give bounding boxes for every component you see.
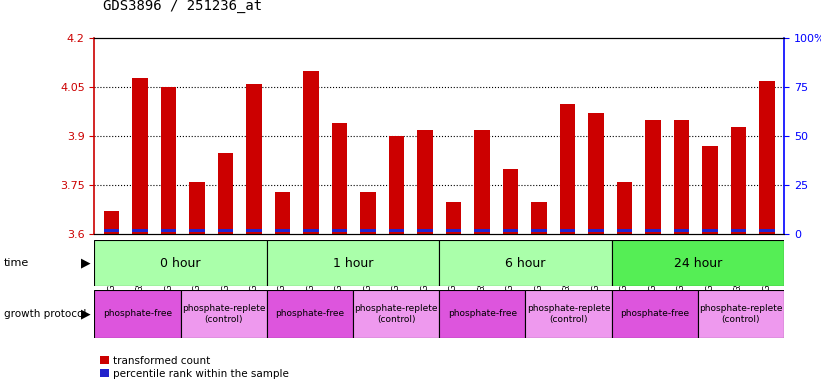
Bar (531, 229, 547, 232)
Text: growth protocol: growth protocol (4, 309, 86, 319)
Bar (132, 229, 148, 232)
Bar (475, 229, 490, 232)
Bar (560, 104, 576, 234)
Bar (181, 290, 267, 338)
Bar (103, 229, 119, 232)
Legend: transformed count, percentile rank within the sample: transformed count, percentile rank withi… (99, 356, 289, 379)
Bar (446, 229, 461, 232)
Text: GDS3896 / 251236_at: GDS3896 / 251236_at (103, 0, 262, 13)
Bar (388, 229, 404, 232)
Bar (360, 192, 376, 234)
Bar (332, 229, 347, 232)
Bar (303, 71, 319, 234)
Bar (439, 240, 612, 286)
Text: ▶: ▶ (80, 308, 90, 320)
Text: 0 hour: 0 hour (160, 257, 201, 270)
Text: phosphate-replete
(control): phosphate-replete (control) (527, 304, 610, 324)
Bar (617, 229, 632, 232)
Bar (439, 290, 525, 338)
Bar (560, 229, 576, 232)
Bar (94, 290, 181, 338)
Bar (132, 78, 148, 234)
Bar (588, 229, 603, 232)
Bar (612, 240, 784, 286)
Bar (161, 88, 177, 234)
Bar (388, 136, 404, 234)
Bar (645, 120, 661, 234)
Bar (189, 182, 205, 234)
Bar (246, 229, 262, 232)
Text: phosphate-replete
(control): phosphate-replete (control) (355, 304, 438, 324)
Bar (502, 229, 518, 232)
Bar (360, 229, 376, 232)
Bar (698, 290, 784, 338)
Bar (731, 127, 746, 234)
Bar (525, 290, 612, 338)
Bar (502, 169, 518, 234)
Bar (94, 240, 267, 286)
Text: 24 hour: 24 hour (674, 257, 722, 270)
Bar (702, 229, 718, 232)
Text: ▶: ▶ (80, 257, 90, 270)
Bar (267, 290, 353, 338)
Bar (475, 130, 490, 234)
Text: time: time (4, 258, 30, 268)
Text: 6 hour: 6 hour (505, 257, 546, 270)
Bar (275, 229, 291, 232)
Text: phosphate-free: phosphate-free (103, 310, 172, 318)
Bar (267, 240, 439, 286)
Text: phosphate-free: phosphate-free (447, 310, 517, 318)
Bar (759, 229, 775, 232)
Bar (702, 146, 718, 234)
Bar (303, 229, 319, 232)
Text: phosphate-replete
(control): phosphate-replete (control) (699, 304, 782, 324)
Bar (218, 229, 233, 232)
Bar (332, 123, 347, 234)
Bar (645, 229, 661, 232)
Text: phosphate-free: phosphate-free (275, 310, 345, 318)
Bar (612, 290, 698, 338)
Bar (759, 81, 775, 234)
Bar (673, 120, 690, 234)
Bar (275, 192, 291, 234)
Bar (417, 229, 433, 232)
Bar (189, 229, 205, 232)
Bar (417, 130, 433, 234)
Bar (617, 182, 632, 234)
Bar (446, 202, 461, 234)
Bar (161, 229, 177, 232)
Bar (353, 290, 439, 338)
Text: phosphate-replete
(control): phosphate-replete (control) (182, 304, 265, 324)
Bar (531, 202, 547, 234)
Bar (588, 114, 603, 234)
Text: 1 hour: 1 hour (333, 257, 374, 270)
Bar (246, 84, 262, 234)
Bar (218, 153, 233, 234)
Bar (103, 212, 119, 234)
Bar (731, 229, 746, 232)
Bar (673, 229, 690, 232)
Text: phosphate-free: phosphate-free (620, 310, 690, 318)
